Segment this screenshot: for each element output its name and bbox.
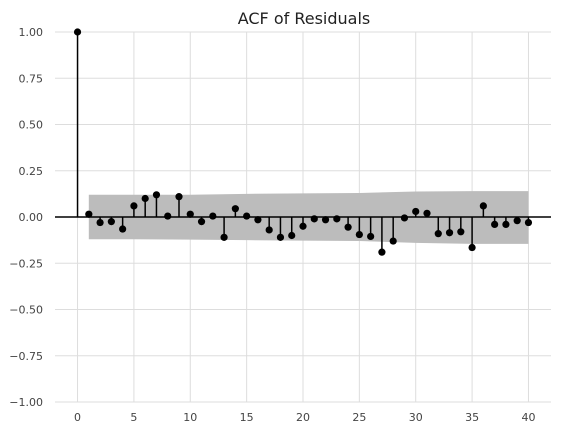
acf-point — [513, 217, 521, 225]
x-tick-label: 10 — [183, 411, 197, 424]
acf-point — [231, 205, 239, 213]
acf-point — [276, 233, 285, 241]
acf-point — [254, 216, 262, 224]
acf-point — [197, 218, 206, 226]
acf-point — [524, 218, 533, 227]
acf-point — [73, 28, 82, 36]
x-tick-label: 15 — [240, 411, 254, 424]
acf-point — [423, 209, 431, 217]
tick-label-layer: 0 5 10 15 20 25 30 35 40 −1.00 −0.75 −0.50 −0.25 0.00… — [9, 26, 535, 424]
acf-point — [119, 225, 127, 233]
acf-point — [175, 193, 183, 201]
acf-point — [85, 210, 93, 218]
x-tick-label: 35 — [465, 411, 479, 424]
acf-point — [164, 212, 172, 220]
x-tick-label: 20 — [296, 411, 310, 424]
stem-layer — [73, 28, 533, 256]
acf-point — [468, 243, 476, 252]
acf-point — [355, 230, 363, 239]
acf-point — [186, 210, 194, 218]
x-tick-label: 5 — [130, 411, 137, 424]
x-tick-label: 40 — [521, 411, 535, 424]
y-tick-label: −1.00 — [9, 396, 43, 409]
y-tick-label: −0.75 — [9, 350, 43, 363]
acf-point — [412, 207, 420, 216]
y-tick-label: 0.25 — [19, 165, 44, 178]
y-tick-label: −0.50 — [9, 304, 43, 317]
y-tick-label: 0.50 — [19, 119, 44, 132]
acf-point — [96, 218, 104, 227]
acf-point — [321, 216, 330, 224]
acf-point — [220, 233, 228, 241]
x-tick-label: 0 — [74, 411, 81, 424]
chart-title: ACF of Residuals — [238, 9, 371, 28]
acf-point — [378, 248, 386, 256]
x-tick-label: 25 — [352, 411, 366, 424]
acf-point — [141, 194, 149, 203]
y-tick-label: −0.25 — [9, 257, 43, 270]
acf-point — [389, 237, 397, 245]
y-tick-label: 0.75 — [19, 72, 44, 85]
acf-point — [299, 222, 307, 230]
acf-point — [367, 232, 375, 241]
acf-point — [333, 215, 341, 223]
acf-point — [107, 218, 115, 226]
acf-point — [288, 231, 296, 240]
acf-point — [310, 215, 318, 223]
acf-point — [491, 220, 499, 228]
acf-point — [479, 202, 487, 210]
acf-point — [457, 228, 465, 236]
acf-point — [265, 226, 273, 234]
acf-point — [243, 212, 251, 220]
y-tick-label: 0.00 — [19, 211, 44, 224]
acf-point — [152, 191, 161, 199]
y-tick-label: 1.00 — [19, 26, 44, 39]
x-tick-label: 30 — [409, 411, 423, 424]
acf-point — [445, 229, 454, 237]
acf-point — [344, 223, 352, 231]
acf-point — [502, 220, 510, 228]
acf-point — [130, 202, 138, 210]
acf-point — [400, 214, 409, 222]
acf-point — [209, 212, 217, 220]
acf-point — [434, 230, 442, 238]
